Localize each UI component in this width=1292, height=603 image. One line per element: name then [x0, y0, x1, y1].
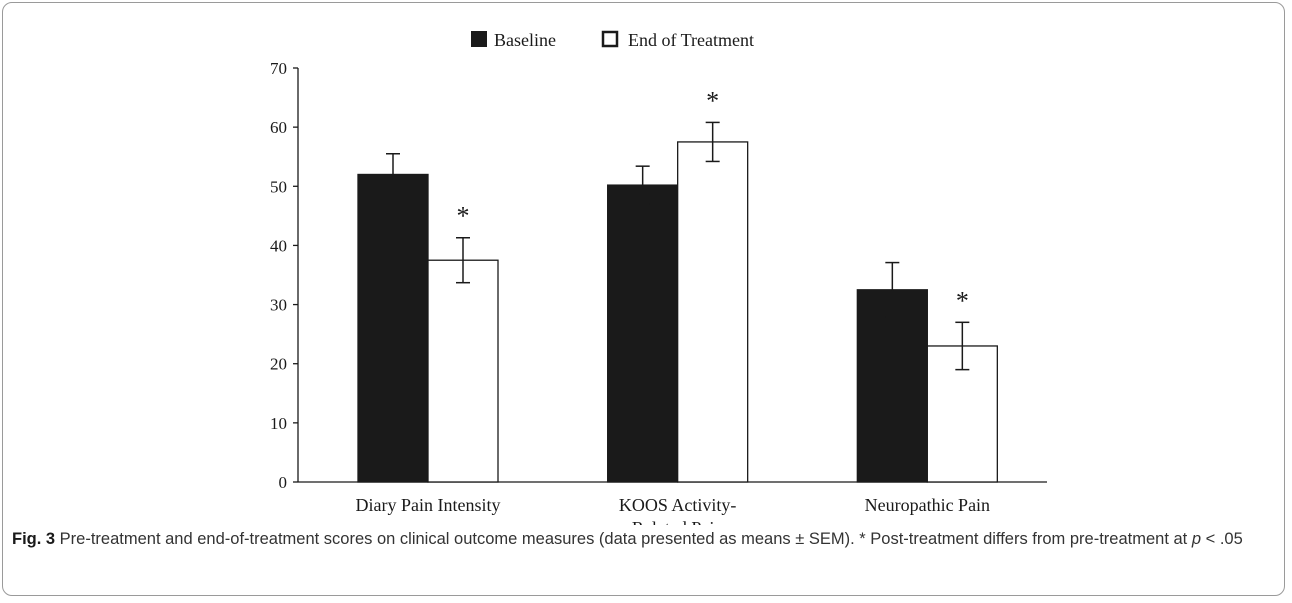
caption-text: Pre-treatment and end-of-treatment score… [55, 530, 1192, 548]
significance-star: * [457, 202, 470, 231]
y-tick-label: 40 [270, 236, 287, 255]
x-category-label: KOOS Activity-Related Pain [619, 495, 737, 525]
bar-baseline [357, 173, 429, 483]
bar-baseline [856, 289, 928, 483]
y-tick-label: 50 [270, 177, 287, 196]
caption-threshold: < .05 [1201, 530, 1243, 548]
bar-end-of-treatment [677, 141, 749, 483]
figure-caption: Fig. 3 Pre-treatment and end-of-treatmen… [12, 527, 1274, 551]
x-category-label: Neuropathic Pain [865, 495, 990, 515]
bars-group [357, 141, 998, 483]
figure-frame [2, 2, 1285, 596]
y-tick-label: 20 [270, 355, 287, 374]
bar-baseline [607, 184, 679, 483]
y-tick-label: 10 [270, 414, 287, 433]
chart-legend: Baseline End of Treatment [471, 30, 754, 50]
bar-end-of-treatment [427, 259, 499, 483]
y-tick-label: 60 [270, 118, 287, 137]
significance-star: * [706, 86, 719, 115]
y-axis-ticks: 0 10 20 30 40 50 60 70 [270, 59, 298, 492]
y-tick-label: 0 [279, 473, 288, 492]
y-tick-label: 30 [270, 296, 287, 315]
x-axis-labels: Diary Pain Intensity KOOS Activity-Relate… [356, 495, 991, 525]
bar-chart: Baseline End of Treatment 0 10 20 30 40 50 60 7… [270, 30, 1047, 525]
p-symbol: p [1191, 530, 1202, 548]
x-category-label: Diary Pain Intensity [356, 495, 501, 515]
legend-label-end-of-treatment: End of Treatment [628, 30, 754, 50]
legend-label-baseline: Baseline [494, 30, 556, 50]
legend-swatch-baseline [471, 31, 487, 47]
legend-swatch-end-of-treatment [601, 30, 619, 48]
error-bars-group [386, 121, 970, 371]
significance-star: * [956, 286, 969, 315]
significance-markers: * * * [457, 86, 969, 315]
y-tick-label: 70 [270, 59, 287, 78]
figure-label: Fig. 3 [12, 530, 56, 548]
